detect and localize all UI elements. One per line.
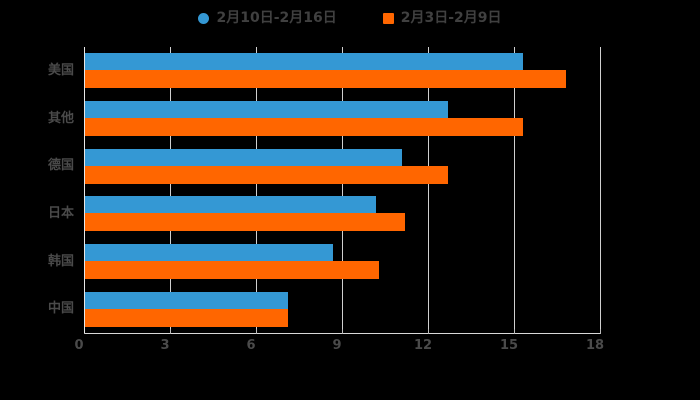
bar[interactable] [84,196,377,214]
bar[interactable] [84,244,334,261]
legend-marker-circle-icon [198,12,210,24]
gridline [428,47,429,333]
x-tick-mark [514,329,515,334]
bar[interactable] [84,148,403,166]
gridline [170,47,171,333]
bar[interactable] [84,70,566,89]
legend-label-series-1: 2月3日-2月9日 [400,10,502,26]
y-axis-label-2: 德国 [47,158,74,174]
x-tick-mark [170,329,171,334]
bar[interactable] [84,291,288,309]
bar[interactable] [84,261,380,279]
bar-group [84,244,600,279]
bar[interactable] [84,213,406,232]
gridline [256,47,257,333]
bar[interactable] [84,118,523,136]
y-axis-label-1: 其他 [47,110,74,126]
y-axis-label-5: 中国 [47,301,74,317]
y-axis-label-0: 美国 [47,62,74,78]
legend-entry-series-1[interactable]: 2月3日-2月9日 [382,10,502,26]
x-tick-label-0: 0 [74,338,84,353]
x-tick-mark [600,329,601,334]
y-axis-line [84,47,85,333]
bar[interactable] [84,101,449,118]
legend-marker-square-icon [382,12,394,24]
gridline [600,47,601,333]
x-tick-label-6: 18 [585,338,605,353]
x-tick-label-5: 15 [499,338,519,353]
bar[interactable] [84,308,288,327]
x-tick-mark [428,329,429,334]
x-tick-label-1: 3 [160,338,170,353]
y-axis-label-3: 日本 [47,205,74,221]
x-tick-label-2: 6 [246,338,256,353]
chart-legend: 2月10日-2月16日 2月3日-2月9日 [0,6,700,30]
x-tick-mark [342,329,343,334]
y-axis-label-4: 韩国 [47,253,74,269]
y-axis-category-labels: 美国其他德国日本韩国中国 [0,47,700,333]
bar-group [84,101,600,136]
bar-group [84,196,600,232]
legend-entry-series-0[interactable]: 2月10日-2月16日 [198,10,337,26]
x-tick-label-4: 12 [413,338,433,353]
x-axis-ticks: 0 3 6 9 12 15 18 [0,329,700,359]
legend-label-series-0: 2月10日-2月16日 [216,10,337,26]
bar[interactable] [84,165,449,184]
bar-group [84,148,600,184]
x-tick-mark [256,329,257,334]
bar-group [84,291,600,327]
x-tick-label-3: 9 [332,338,342,353]
plot-area [84,47,601,333]
gridline [342,47,343,333]
gridline [514,47,515,333]
bar-group [84,53,600,89]
bar[interactable] [84,53,523,71]
